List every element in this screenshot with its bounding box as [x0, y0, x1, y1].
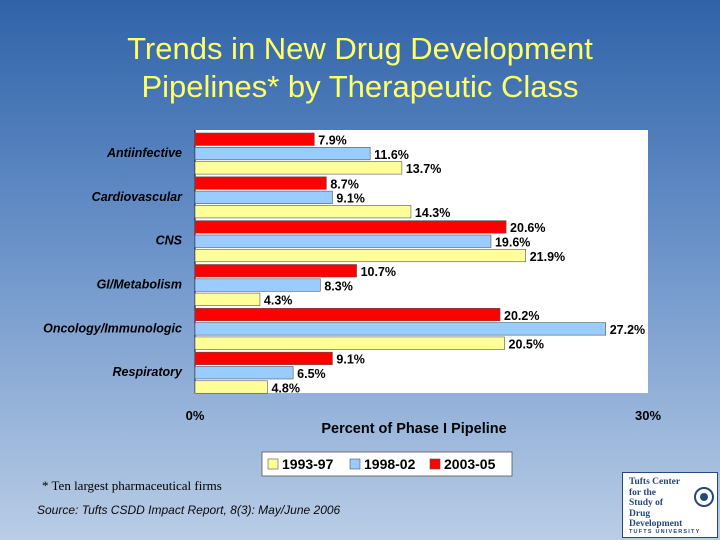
- category-label-gi-metabolism: GI/Metabolism: [97, 277, 182, 291]
- x-tick-label-min: 0%: [186, 408, 205, 423]
- bar-oncology-immunologic-1993-97: [194, 336, 505, 350]
- bar-cns-1993-97: [194, 248, 526, 263]
- legend-swatch-2003-05: [429, 458, 441, 470]
- bar-antiinfective-1993-97: [194, 161, 403, 175]
- logo-line-2: for the: [629, 487, 656, 498]
- data-label-cns-1998-02: 19.6%: [495, 235, 530, 249]
- bar-antiinfective-2003-05: [194, 132, 315, 146]
- bar-antiinfective-1998-02: [194, 147, 371, 161]
- category-label-oncology-immunologic: Oncology/Immunologic: [43, 321, 182, 335]
- legend-label-1993-97: 1993-97: [282, 456, 334, 472]
- data-label-oncology-immunologic-2003-05: 20.2%: [504, 309, 539, 323]
- category-label-cns: CNS: [156, 234, 183, 248]
- data-label-cardiovascular-1993-97: 14.3%: [415, 206, 450, 220]
- legend-swatch-1998-02: [349, 458, 361, 470]
- tufts-csdd-logo: Tufts Center for the Study of Drug Devel…: [622, 472, 718, 538]
- data-label-cardiovascular-2003-05: 8.7%: [330, 177, 359, 191]
- data-label-antiinfective-1993-97: 13.7%: [406, 162, 441, 176]
- logo-subtitle: TUFTS UNIVERSITY: [629, 529, 701, 535]
- category-label-antiinfective: Antiinfective: [106, 146, 182, 160]
- data-label-cns-2003-05: 20.6%: [510, 221, 545, 235]
- data-label-cardiovascular-1998-02: 9.1%: [336, 192, 365, 206]
- legend-box: [261, 451, 513, 477]
- category-label-respiratory: Respiratory: [113, 365, 184, 379]
- data-label-antiinfective-2003-05: 7.9%: [318, 134, 347, 148]
- chart-title-line-1: Trends in New Drug Development: [127, 31, 593, 66]
- university-seal-icon: [694, 487, 714, 507]
- data-label-oncology-immunologic-1993-97: 20.5%: [509, 337, 544, 351]
- bar-cardiovascular-1993-97: [194, 205, 412, 219]
- source-citation: Source: Tufts CSDD Impact Report, 8(3): …: [37, 503, 341, 517]
- category-label-cardiovascular: Cardiovascular: [92, 190, 183, 204]
- bar-cardiovascular-1998-02: [194, 190, 333, 204]
- logo-line-1: Tufts Center: [629, 477, 681, 487]
- logo-line-4: Drug Development: [629, 508, 683, 530]
- x-axis-label: Percent of Phase I Pipeline: [321, 421, 506, 437]
- bar-cns-1998-02: [194, 234, 492, 248]
- bar-gi-metabolism-2003-05: [194, 264, 357, 278]
- bar-respiratory-1993-97: [194, 380, 268, 394]
- x-tick-label-max: 30%: [635, 408, 661, 423]
- data-label-antiinfective-1998-02: 11.6%: [374, 148, 409, 162]
- chart-title: Trends in New Drug Development Pipelines…: [0, 30, 720, 106]
- bar-cns-2003-05: [194, 220, 507, 234]
- data-label-gi-metabolism-1993-97: 4.3%: [264, 294, 293, 308]
- bar-gi-metabolism-1993-97: [194, 292, 261, 306]
- bar-respiratory-2003-05: [194, 351, 333, 365]
- data-label-respiratory-1998-02: 6.5%: [297, 367, 326, 381]
- bar-oncology-immunologic-2003-05: [194, 308, 501, 322]
- legend-swatch-1993-97: [267, 458, 279, 470]
- footnote: * Ten largest pharmaceutical firms: [42, 478, 222, 493]
- legend-label-1998-02: 1998-02: [364, 456, 416, 472]
- legend-label-2003-05: 2003-05: [444, 456, 496, 472]
- logo-line-3: Study of: [629, 498, 664, 508]
- bar-oncology-immunologic-1998-02: [194, 322, 607, 336]
- data-label-respiratory-2003-05: 9.1%: [336, 353, 365, 367]
- bar-cardiovascular-2003-05: [194, 176, 327, 190]
- bar-respiratory-1998-02: [194, 366, 294, 380]
- data-label-gi-metabolism-2003-05: 10.7%: [361, 265, 396, 279]
- logo-text: Tufts Center for the Study of Drug Devel…: [629, 477, 693, 530]
- data-label-oncology-immunologic-1998-02: 27.2%: [610, 323, 645, 337]
- bar-gi-metabolism-1998-02: [194, 278, 321, 292]
- data-label-gi-metabolism-1998-02: 8.3%: [324, 279, 353, 293]
- data-label-respiratory-1993-97: 4.8%: [271, 381, 300, 395]
- data-label-cns-1993-97: 21.9%: [530, 250, 565, 264]
- chart-title-line-2: Pipelines* by Therapeutic Class: [141, 69, 579, 104]
